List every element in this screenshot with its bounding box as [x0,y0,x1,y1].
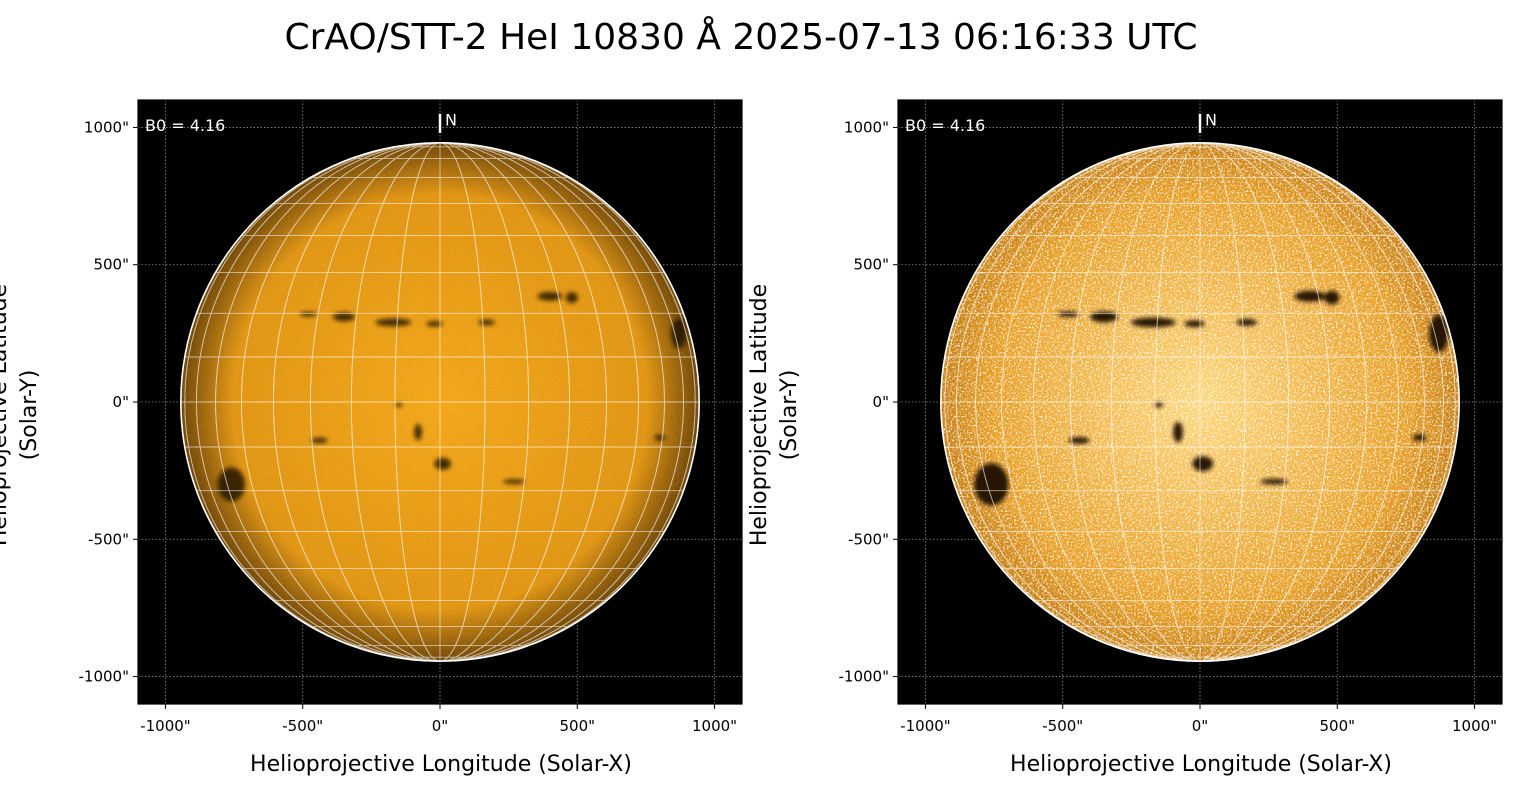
x-tick-label: -500" [1042,717,1083,735]
solar-map: N B0 = 4.16 -1000" -1000" -500" -500" 0" 0" 500"… [79,99,743,735]
longitude-line [196,142,684,662]
longitude-line [309,142,571,662]
y-tick-label: -500" [88,530,129,548]
x-tick-label: 500" [560,717,596,735]
active-region [1294,290,1326,302]
active-region [565,292,578,304]
limb-circle [940,142,1460,662]
longitude-line [1032,142,1368,662]
x-tick-label: 1000" [692,717,737,735]
active-region [434,457,451,470]
longitude-line [394,142,486,662]
filament [426,321,443,327]
longitude-line [956,142,1444,662]
x-tick-label: 0" [1192,717,1208,735]
filament [1131,317,1176,328]
x-tick-label: 500" [1320,717,1356,735]
filament [1090,311,1118,323]
figure-title: CrAO/STT-2 HeI 10830 Å 2025-07-13 06:16:… [284,17,1198,58]
heliographic-grid [940,142,1460,662]
x-tick-label: 0" [432,717,448,735]
panel-right: N B0 = 4.16 -1000" -1000" -500" -500" 0" 0" 500"… [747,98,1506,777]
longitude-line [1154,142,1246,662]
x-tick-label: -1000" [900,717,951,735]
longitude-line [350,142,530,662]
x-tick-label: -500" [282,717,323,735]
active-region [1192,456,1214,472]
longitude-line [241,142,639,662]
filament [1412,434,1427,442]
north-label: N [445,111,457,130]
x-tick-label: -1000" [140,717,191,735]
y-tick-label: 500" [93,256,129,274]
longitude-line [1001,142,1399,662]
filament [1068,437,1090,444]
x-tick-label: 1000" [1452,717,1497,735]
b0-label: B0 = 4.16 [145,116,225,135]
longitude-line [215,142,665,662]
y-tick-label: 500" [853,256,889,274]
active-region [974,463,1009,506]
y-tick-label: -500" [848,530,889,548]
longitude-line [1110,142,1290,662]
filament [1057,311,1079,317]
filament [375,318,412,327]
longitude-line [1069,142,1331,662]
filament [1184,320,1205,328]
y-axis-label: Helioprojective Latitude (Solar-Y) [747,283,802,547]
filament [414,423,422,441]
filament [478,319,495,326]
longitude-line [944,142,1456,662]
y-axis-label: Helioprojective Latitude (Solar-Y) [0,283,42,547]
active-region [1324,290,1340,305]
y-tick-label: 1000" [84,118,129,136]
y-tick-label: 1000" [844,118,889,136]
features [217,291,687,502]
filament [1173,421,1183,443]
filament [1236,318,1257,326]
longitude-line [184,142,696,662]
solar-map: N B0 = 4.16 -1000" -1000" -500" -500" 0" 0" 500"… [839,99,1503,735]
panel-left: N B0 = 4.16 -1000" -1000" -500" -500" 0" 0" 500"… [0,98,746,777]
filament [654,434,666,441]
y-tick-label: -1000" [79,668,130,686]
active-region [537,291,563,301]
x-axis-label: Helioprojective Longitude (Solar-X) [1010,752,1392,777]
heliographic-grid [180,142,700,662]
longitude-line [975,142,1425,662]
x-axis-label: Helioprojective Longitude (Solar-X) [250,752,632,777]
filament [310,437,328,444]
north-label: N [1205,111,1217,130]
limb-circle [180,142,700,662]
filament [332,312,355,322]
filament [503,479,526,484]
y-tick-label: -1000" [839,668,890,686]
active-region [1154,402,1163,408]
active-region [671,318,687,349]
filament [299,311,317,317]
active-region [395,402,403,407]
y-tick-label: 0" [873,393,889,411]
b0-label: B0 = 4.16 [905,116,985,135]
y-tick-label: 0" [113,393,129,411]
features [974,290,1449,506]
longitude-line [272,142,608,662]
filament [1260,478,1288,485]
